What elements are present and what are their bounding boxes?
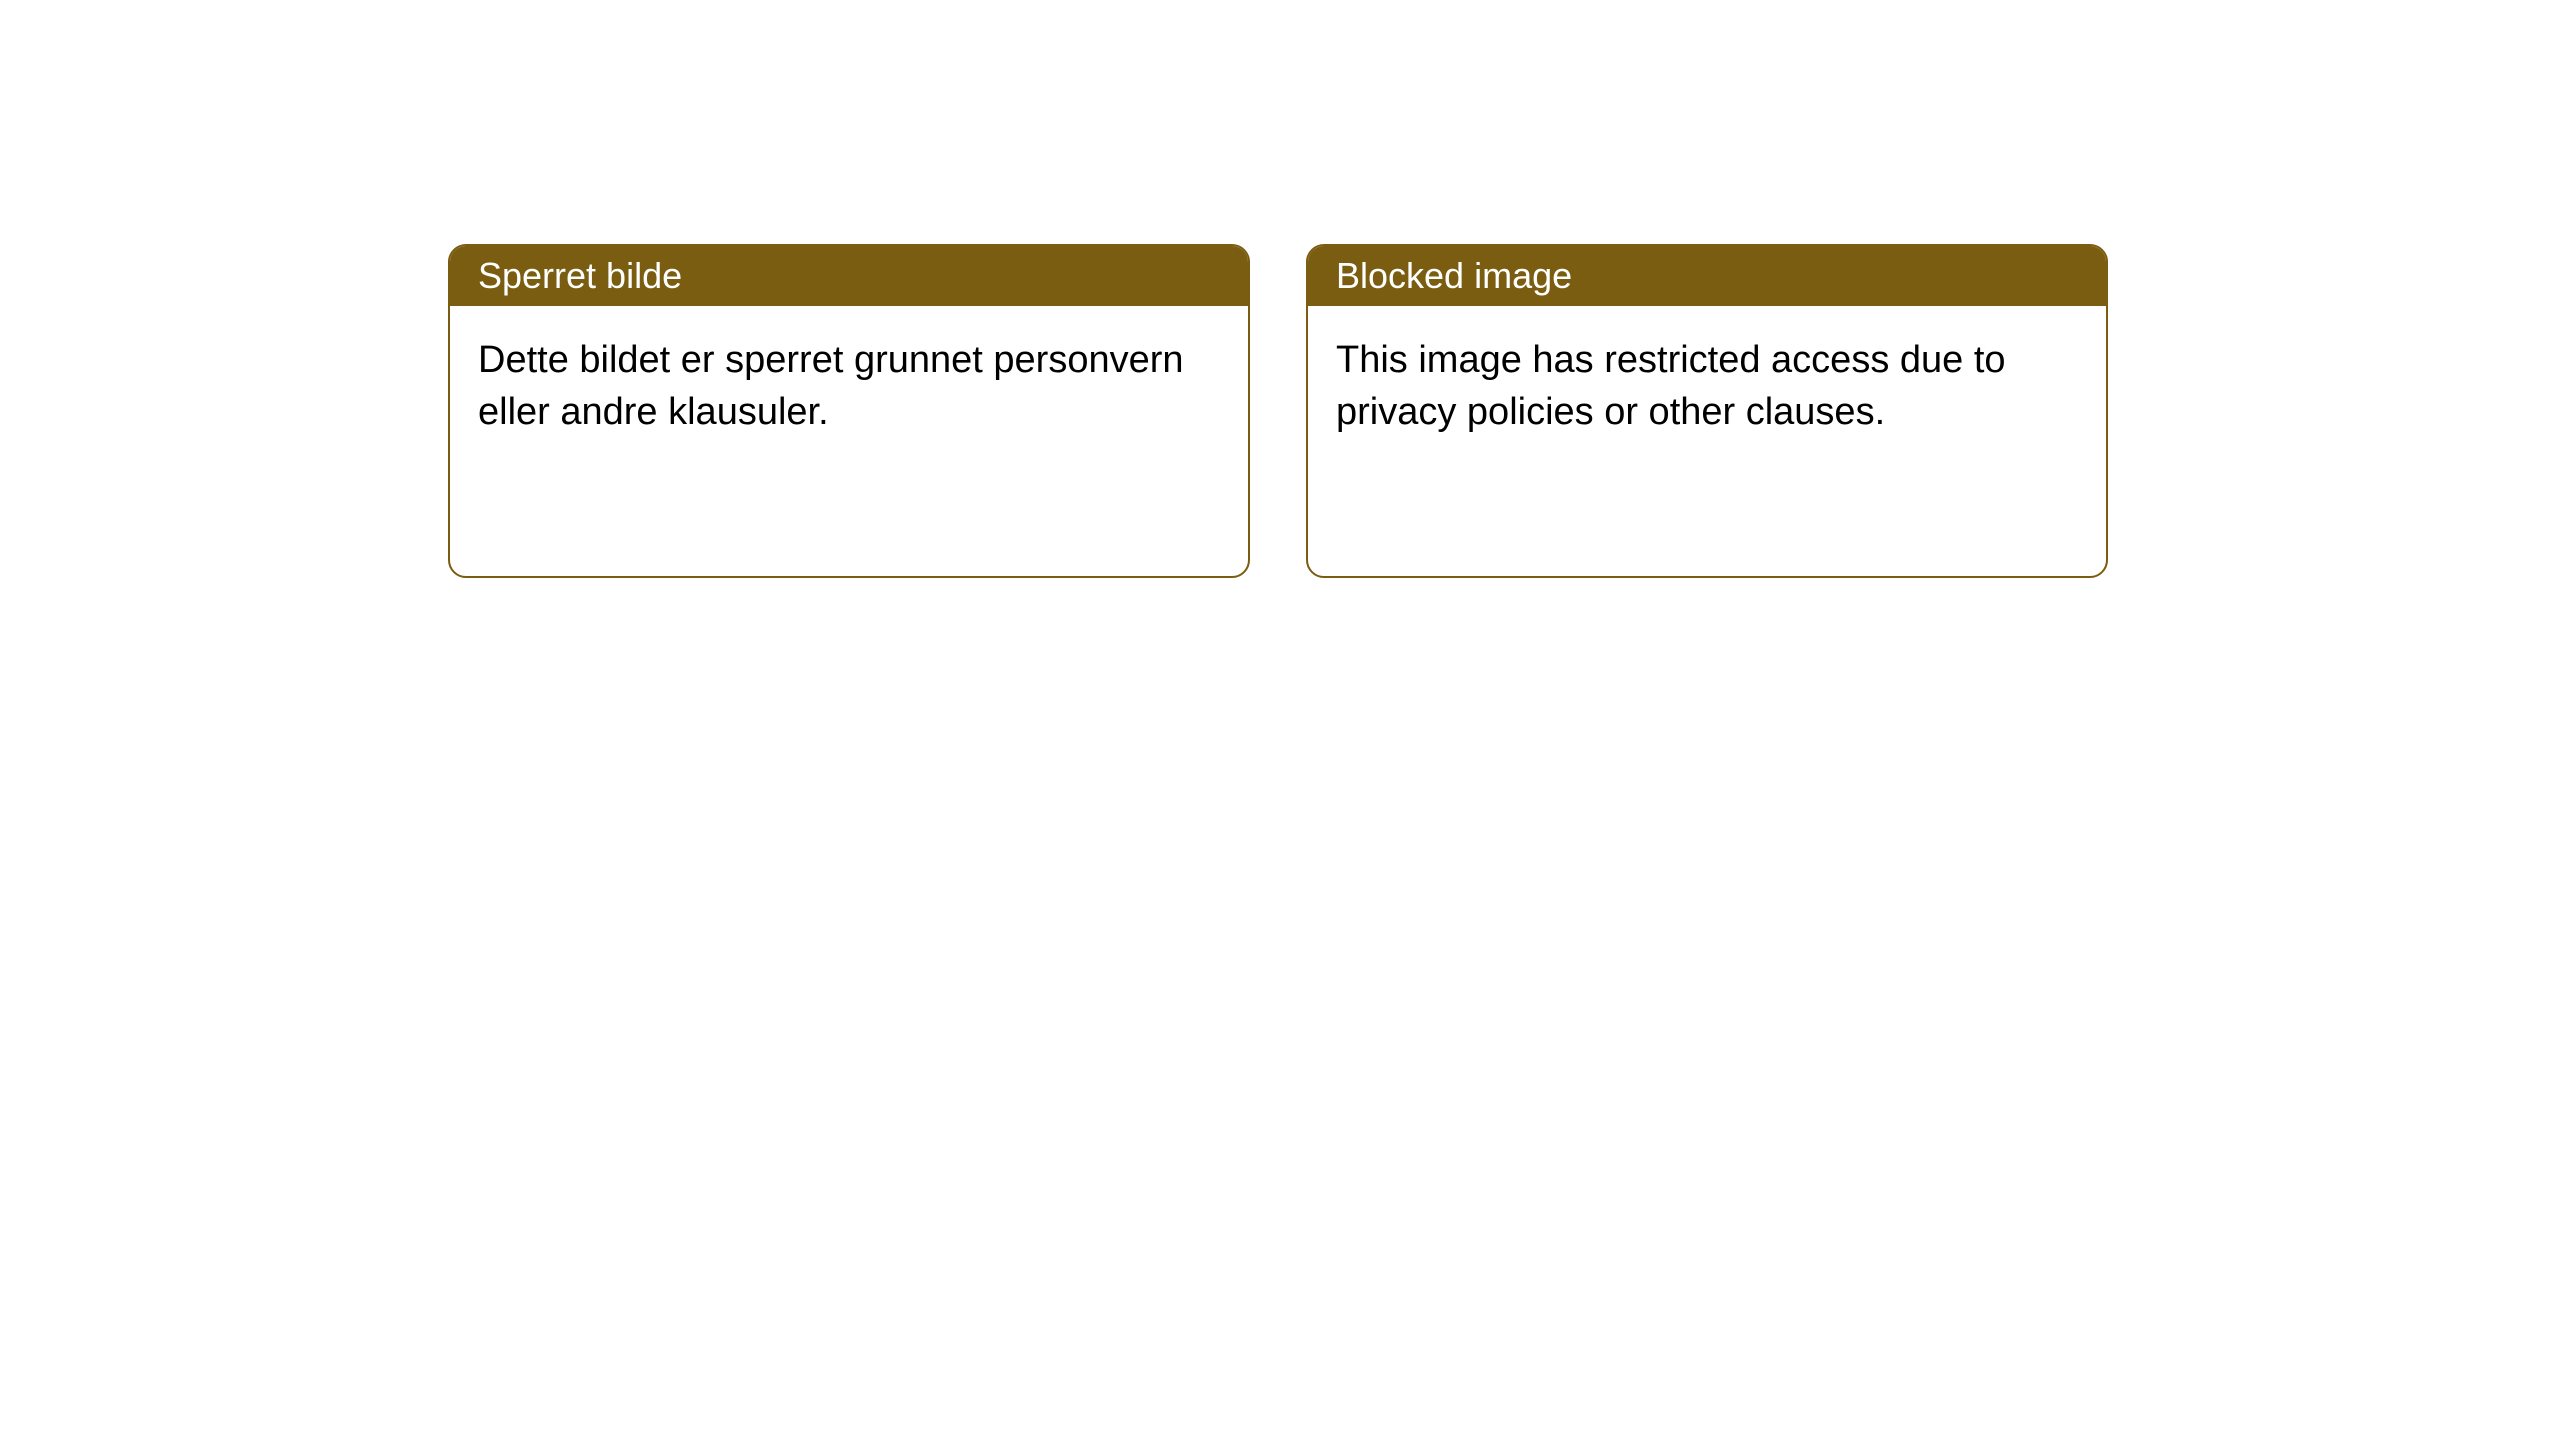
notice-header-norwegian: Sperret bilde	[450, 246, 1248, 306]
notice-box-norwegian: Sperret bilde Dette bildet er sperret gr…	[448, 244, 1250, 578]
notice-header-english: Blocked image	[1308, 246, 2106, 306]
notice-title-english: Blocked image	[1336, 255, 1572, 297]
notice-body-text-english: This image has restricted access due to …	[1336, 339, 2006, 433]
notice-body-norwegian: Dette bildet er sperret grunnet personve…	[450, 306, 1248, 466]
notice-title-norwegian: Sperret bilde	[478, 255, 682, 297]
notice-body-text-norwegian: Dette bildet er sperret grunnet personve…	[478, 339, 1184, 433]
notice-container: Sperret bilde Dette bildet er sperret gr…	[0, 0, 2560, 578]
notice-body-english: This image has restricted access due to …	[1308, 306, 2106, 466]
notice-box-english: Blocked image This image has restricted …	[1306, 244, 2108, 578]
